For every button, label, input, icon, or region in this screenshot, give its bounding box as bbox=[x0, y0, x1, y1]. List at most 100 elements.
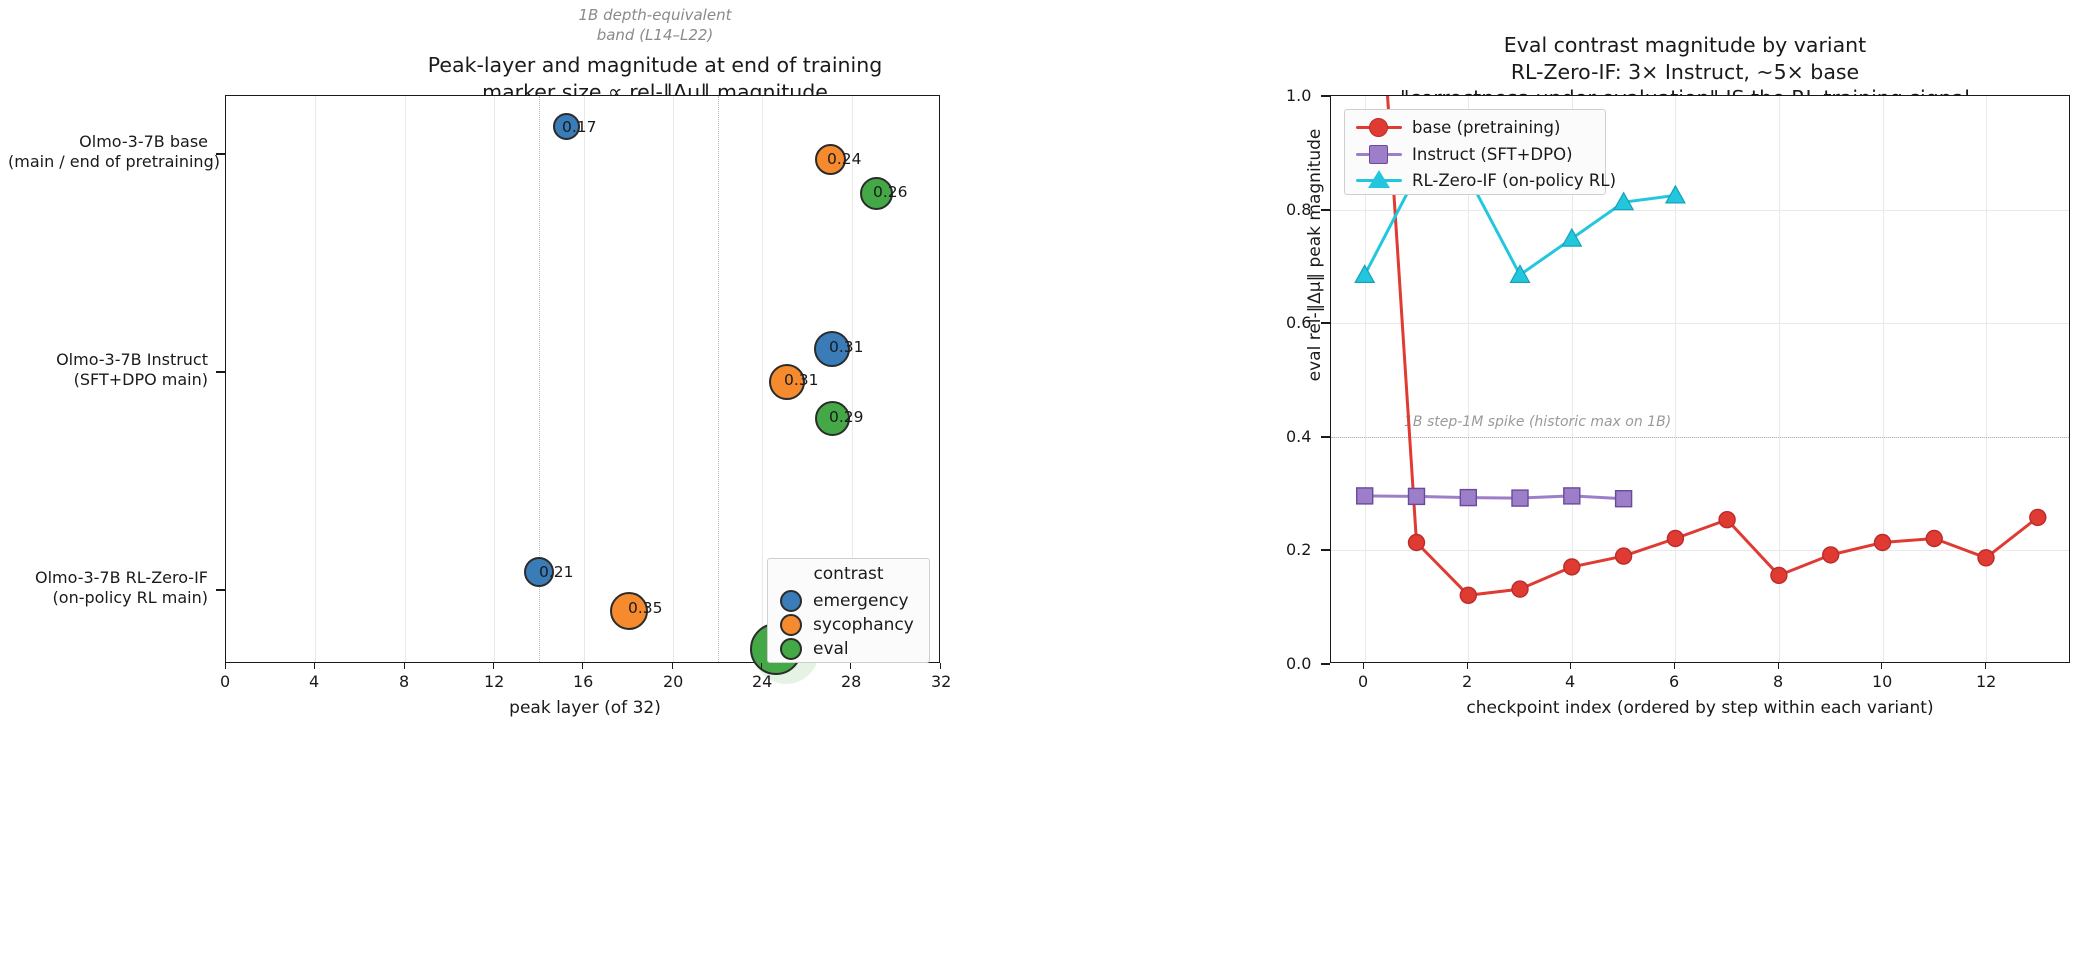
left-top-note: 1B depth-equivalent band (L14–L22) bbox=[578, 6, 732, 44]
marker-sycophancy-base[interactable] bbox=[815, 144, 846, 175]
gridline-v bbox=[1675, 96, 1677, 662]
xtick-mark bbox=[1674, 663, 1676, 669]
ytick-label-10: 1.0 bbox=[1286, 86, 1312, 105]
band-line-l14 bbox=[538, 96, 540, 662]
ytick-label-base: Olmo-3-7B base (main / end of pretrainin… bbox=[8, 132, 220, 172]
gridline-v bbox=[1986, 96, 1988, 662]
band-line-l22 bbox=[717, 96, 719, 662]
legend-item-eval[interactable]: eval bbox=[780, 638, 849, 660]
emergency-swatch-icon bbox=[780, 590, 802, 612]
base-line-marker-icon bbox=[1356, 118, 1402, 137]
ytick-label-08: 0.8 bbox=[1286, 200, 1312, 219]
xtick-label-20: 20 bbox=[663, 672, 684, 691]
ytick-label-instruct: Olmo-3-7B Instruct (SFT+DPO main) bbox=[56, 350, 208, 390]
xtick-label-8: 8 bbox=[1773, 672, 1784, 691]
instruct-line-marker-icon bbox=[1356, 145, 1402, 164]
gridline-h bbox=[1331, 209, 2069, 211]
legend-label-rlzeroif: RL-Zero-IF (on-policy RL) bbox=[1412, 171, 1617, 190]
xtick-mark bbox=[404, 663, 406, 669]
left-plot-area: 0.17 0.24 0.26 0.31 0.31 0.29 0.21 0.35 … bbox=[225, 95, 940, 684]
ytick-mark bbox=[1321, 549, 1330, 551]
legend-label-sycophancy: sycophancy bbox=[813, 615, 914, 635]
legend-label-base: base (pretraining) bbox=[1412, 118, 1561, 137]
marker-eval-instruct[interactable] bbox=[815, 401, 850, 436]
gridline-h bbox=[1331, 323, 2069, 325]
ytick-mark bbox=[216, 153, 225, 155]
series-markers-base bbox=[1407, 508, 2047, 604]
xtick-mark bbox=[1467, 663, 1469, 669]
gridline-v bbox=[583, 96, 585, 662]
ytick-mark bbox=[1321, 209, 1330, 211]
reference-line-annotation: 1B step-1M spike (historic max on 1B) bbox=[1404, 414, 1672, 430]
right-series-svg bbox=[1354, 96, 2047, 604]
series-line-instruct bbox=[1364, 494, 1624, 501]
xtick-mark bbox=[1985, 663, 1987, 669]
xtick-mark bbox=[940, 663, 942, 669]
xtick-label-12: 12 bbox=[1976, 672, 1997, 691]
ytick-label-00: 0.0 bbox=[1286, 654, 1312, 673]
xtick-mark bbox=[1778, 663, 1780, 669]
marker-eval-base[interactable] bbox=[860, 177, 893, 210]
ytick-mark bbox=[1321, 436, 1330, 438]
gridline-v bbox=[1571, 96, 1573, 662]
marker-sycophancy-rlzeroif[interactable] bbox=[610, 592, 648, 630]
xtick-label-6: 6 bbox=[1669, 672, 1680, 691]
legend-item-sycophancy[interactable]: sycophancy bbox=[780, 614, 914, 636]
series-markers-instruct bbox=[1356, 487, 1633, 508]
legend-label-instruct: Instruct (SFT+DPO) bbox=[1412, 145, 1573, 164]
ytick-mark bbox=[1321, 322, 1330, 324]
xtick-label-24: 24 bbox=[752, 672, 773, 691]
marker-label-sycophancy-rlzeroif: 0.35 bbox=[628, 599, 663, 617]
marker-emergency-instruct[interactable] bbox=[814, 331, 850, 367]
ytick-label-06: 0.6 bbox=[1286, 313, 1312, 332]
xtick-label-0: 0 bbox=[220, 672, 231, 691]
xtick-mark bbox=[672, 663, 674, 669]
xtick-label-12: 12 bbox=[484, 672, 505, 691]
marker-emergency-base[interactable] bbox=[553, 113, 580, 140]
left-legend-title: contrast bbox=[813, 564, 884, 584]
marker-label-emergency-base: 0.17 bbox=[562, 118, 597, 136]
ytick-mark bbox=[1321, 663, 1330, 665]
gridline-v bbox=[1468, 96, 1470, 662]
xtick-label-8: 8 bbox=[399, 672, 410, 691]
legend-label-eval: eval bbox=[813, 639, 849, 659]
legend-item-base[interactable]: base (pretraining) bbox=[1356, 118, 1560, 137]
right-legend[interactable]: base (pretraining) Instruct (SFT+DPO) RL… bbox=[1344, 109, 1616, 195]
legend-item-instruct[interactable]: Instruct (SFT+DPO) bbox=[1356, 145, 1573, 164]
marker-label-eval-instruct: 0.29 bbox=[829, 408, 864, 426]
xtick-label-28: 28 bbox=[841, 672, 862, 691]
marker-sycophancy-instruct[interactable] bbox=[769, 364, 805, 400]
reference-line-040 bbox=[1331, 436, 2069, 438]
ytick-mark bbox=[216, 589, 225, 591]
rlzeroif-line-marker-icon bbox=[1356, 170, 1402, 188]
gridline-v bbox=[762, 96, 764, 662]
marker-label-sycophancy-instruct: 0.31 bbox=[784, 371, 819, 389]
xtick-label-4: 4 bbox=[309, 672, 320, 691]
left-legend[interactable]: contrast emergency sycophancy eval bbox=[767, 558, 930, 663]
xtick-mark bbox=[761, 663, 763, 669]
ytick-mark bbox=[1321, 95, 1330, 97]
gridline-v bbox=[404, 96, 406, 662]
gridline-v bbox=[494, 96, 496, 662]
gridline-v bbox=[315, 96, 317, 662]
ytick-label-rlzeroif: Olmo-3-7B RL-Zero-IF (on-policy RL main) bbox=[34, 568, 208, 608]
marker-label-emergency-rlzeroif: 0.21 bbox=[539, 563, 574, 581]
ytick-mark bbox=[216, 371, 225, 373]
gridline-v bbox=[1882, 96, 1884, 662]
marker-label-eval-base: 0.26 bbox=[873, 183, 908, 201]
xtick-mark bbox=[314, 663, 316, 669]
gridline-v bbox=[851, 96, 853, 662]
legend-item-emergency[interactable]: emergency bbox=[780, 590, 909, 612]
gridline-v bbox=[1779, 96, 1780, 662]
eval-swatch-icon bbox=[780, 638, 802, 660]
legend-label-emergency: emergency bbox=[813, 591, 909, 611]
right-xaxis-label: checkpoint index (ordered by step within… bbox=[1466, 698, 1934, 718]
legend-item-rlzeroif[interactable]: RL-Zero-IF (on-policy RL) bbox=[1356, 170, 1617, 190]
xtick-mark bbox=[582, 663, 584, 669]
right-plot-area: 1B step-1M spike (historic max on 1B) bbox=[1330, 95, 2070, 663]
xtick-label-16: 16 bbox=[573, 672, 594, 691]
gridline-v bbox=[672, 96, 674, 662]
ytick-label-02: 0.2 bbox=[1286, 540, 1312, 559]
marker-emergency-rlzeroif[interactable] bbox=[524, 557, 554, 587]
